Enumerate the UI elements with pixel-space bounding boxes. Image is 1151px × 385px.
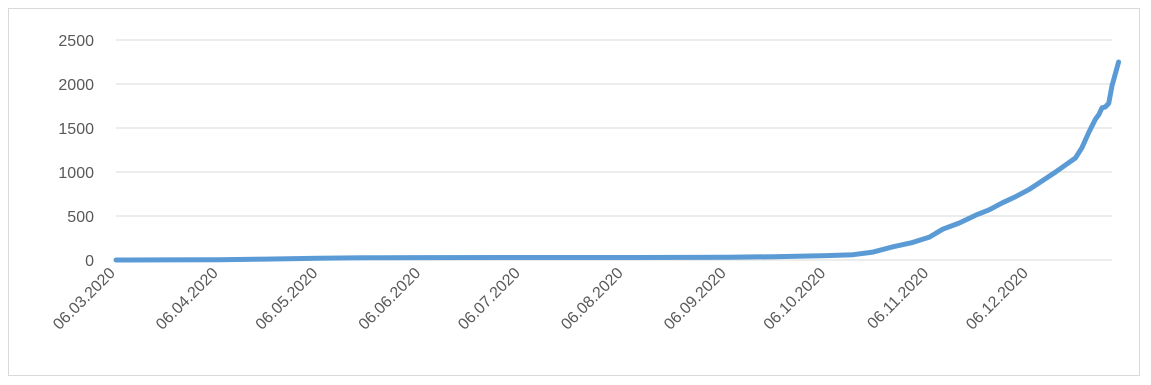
x-tick-label: 06.06.2020	[356, 265, 425, 334]
y-tick-label: 0	[85, 253, 94, 270]
x-tick-label: 06.11.2020	[864, 265, 932, 333]
chart-frame	[8, 8, 1140, 376]
x-tick-label: 06.04.2020	[153, 265, 222, 334]
x-tick-label: 06.08.2020	[558, 265, 627, 334]
x-tick-label: 06.10.2020	[761, 265, 830, 334]
x-tick-label: 06.12.2020	[963, 265, 1032, 334]
y-axis: 0 500 1000 1500 2000 2500	[58, 33, 94, 270]
x-tick-label: 06.05.2020	[253, 265, 322, 334]
y-tick-label: 2000	[58, 77, 94, 94]
x-tick-label: 06.03.2020	[50, 265, 119, 334]
x-axis: 06.03.2020 06.04.2020 06.05.2020 06.06.2020…	[50, 265, 1032, 334]
y-tick-label: 1500	[58, 121, 94, 138]
y-tick-label: 1000	[58, 165, 94, 182]
series-group	[113, 59, 1122, 263]
x-tick-label: 06.09.2020	[661, 265, 730, 334]
x-tick-label: 06.07.2020	[455, 265, 524, 334]
series-line	[113, 59, 1122, 263]
y-tick-label: 500	[67, 209, 94, 226]
gridlines	[116, 39, 1112, 261]
y-tick-label: 2500	[58, 33, 94, 50]
